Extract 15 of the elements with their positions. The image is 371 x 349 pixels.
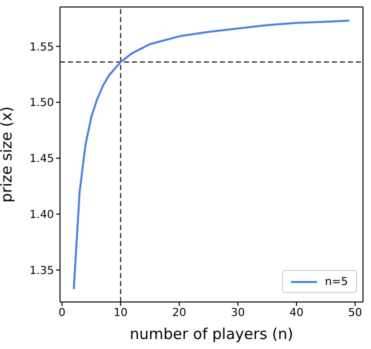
y-tick-label: 1.55 [30, 40, 54, 54]
x-tick-label: 30 [230, 306, 245, 319]
x-tick-label: 20 [172, 306, 186, 319]
legend-label: n=5 [324, 275, 348, 288]
line-series [72, 20, 350, 290]
y-axis-title: prize size (x) [0, 106, 16, 203]
x-tick-label: 0 [58, 306, 66, 319]
x-tick-label: 50 [348, 306, 362, 319]
y-tick-label: 1.45 [30, 152, 54, 166]
y-tick-label: 1.35 [30, 264, 54, 277]
x-tick-label: 40 [289, 306, 304, 319]
x-axis-title: number of players (n) [130, 325, 294, 343]
x-tick-label: 10 [114, 306, 128, 319]
y-tick-label: 1.40 [30, 208, 54, 222]
y-tick-label: 1.50 [30, 96, 54, 110]
